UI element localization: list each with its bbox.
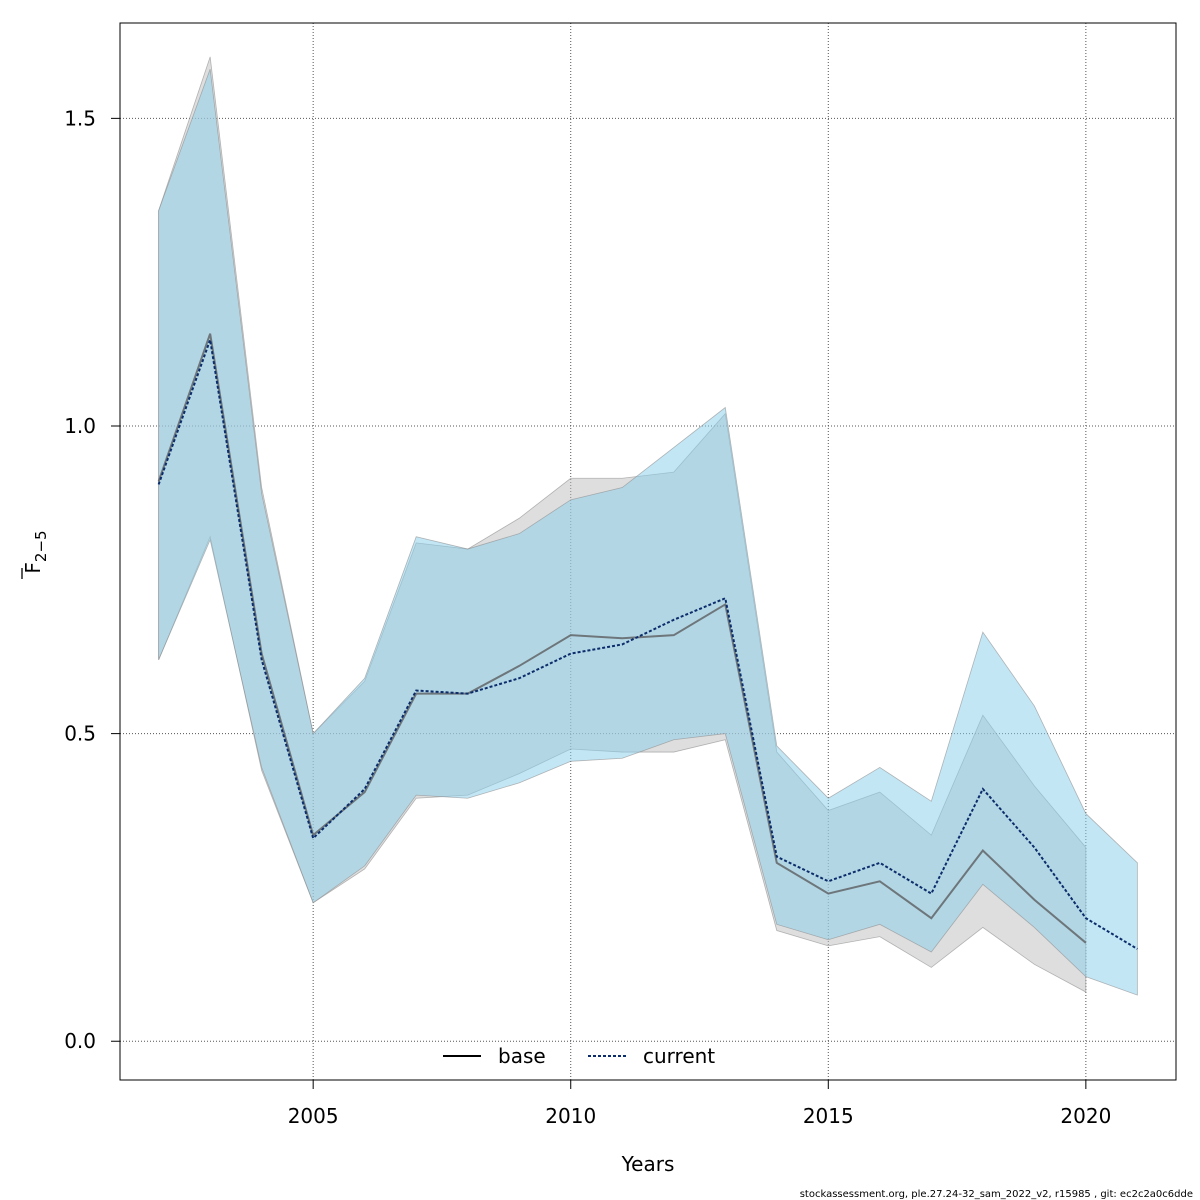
y-tick-label-0.5: 0.5 [64,722,96,746]
footer-note: stockassessment.org, ple.27.24-32_sam_20… [800,1189,1193,1200]
legend-current-label: current [643,1044,715,1068]
y-tick-label-0.0: 0.0 [64,1029,96,1053]
x-tick-label-2005: 2005 [288,1104,339,1128]
y-tick-label-1.0: 1.0 [64,414,96,438]
x-tick-label-2010: 2010 [545,1104,596,1128]
legend-base-label: base [498,1044,546,1068]
x-tick-label-2015: 2015 [803,1104,854,1128]
current-confidence-band [158,69,1138,996]
legend: base current [443,1044,715,1068]
x-tick-label-2020: 2020 [1060,1104,1111,1128]
confidence-bands [158,56,1138,996]
y-axis-title: F2−5 [21,530,50,579]
plot-frame [119,22,1177,1081]
current-series-line [157,339,1138,950]
y-axis-title-main: F [21,562,45,574]
x-axis-title: Years [621,1152,675,1176]
series-lines [157,333,1138,950]
svg-text:F2−5: F2−5 [21,530,50,573]
y-axis-title-sub: 2−5 [32,530,50,562]
y-tick-label-1.5: 1.5 [64,106,96,130]
axis-ticks: 2005 2010 2015 2020 0.0 0.5 1.0 1.5 [64,106,1111,1128]
